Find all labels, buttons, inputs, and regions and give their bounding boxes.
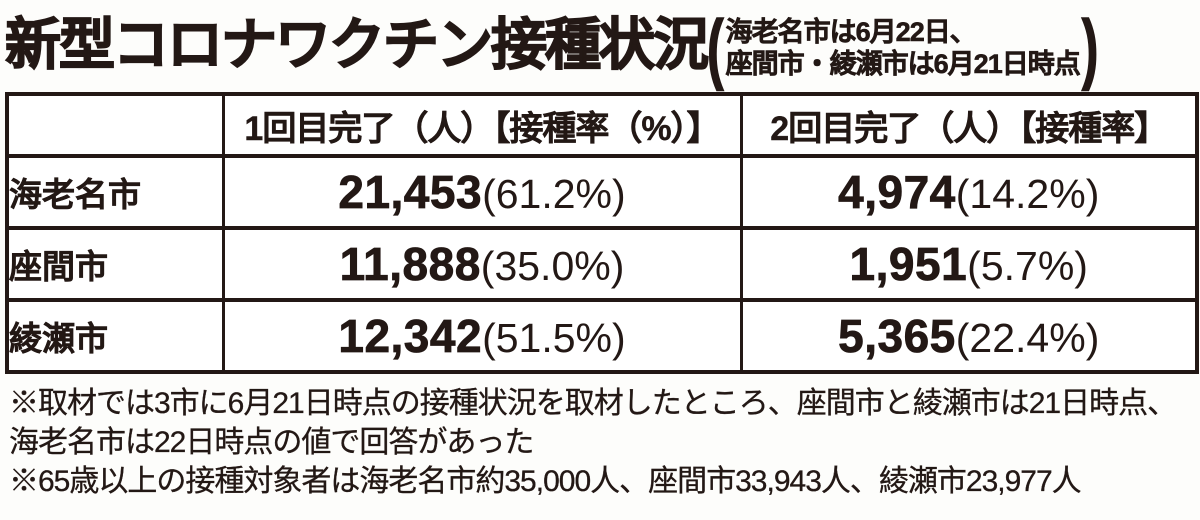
dose2-value: 4,974(14.2%) — [739, 154, 1199, 230]
dose2-count: 5,365 — [838, 310, 956, 363]
footnote-1-line-1: ※取材では3市に6月21日時点の接種状況を取材したところ、座間市と綾瀬市は21日… — [9, 387, 1177, 420]
dose2-rate: (14.2%) — [955, 171, 1100, 217]
city-name: 座間市 — [5, 226, 225, 302]
page-title: 新型コロナワクチン接種状況 — [4, 12, 710, 77]
date-note-lines: 海老名市は6月22日、 座間市・綾瀬市は6月21日時点 — [724, 16, 1082, 80]
dose2-count: 1,951 — [849, 238, 968, 291]
city-name: 海老名市 — [5, 154, 225, 230]
close-paren: ) — [1081, 4, 1099, 92]
dose2-value: 5,365(22.4%) — [739, 298, 1199, 374]
footnote-1-line-2: 海老名市は22日時点の値で回答があった — [9, 426, 535, 459]
column-header-city — [5, 92, 225, 158]
title-bar: 新型コロナワクチン接種状況 ( 海老名市は6月22日、 座間市・綾瀬市は6月21… — [4, 4, 1196, 92]
dose1-count: 12,342 — [338, 310, 483, 363]
dose1-value: 12,342(51.5%) — [221, 298, 743, 374]
dose1-value: 11,888(35.0%) — [221, 226, 743, 302]
table-header-row: 1回目完了（人）【接種率（%）】 2回目完了（人）【接種率】 — [5, 92, 1199, 158]
dose2-count: 4,974 — [838, 166, 956, 219]
dose2-value: 1,951(5.7%) — [739, 226, 1199, 302]
column-header-dose1: 1回目完了（人）【接種率（%）】 — [221, 92, 743, 158]
open-paren: ( — [707, 4, 725, 92]
table-row-zama: 座間市 11,888(35.0%) 1,951(5.7%) — [5, 226, 1199, 302]
dose2-rate: (22.4%) — [955, 315, 1100, 361]
dose1-count: 21,453 — [338, 166, 483, 219]
dose1-count: 11,888 — [339, 238, 481, 291]
title-date-note: ( 海老名市は6月22日、 座間市・綾瀬市は6月21日時点 ) — [707, 4, 1099, 92]
city-name: 綾瀬市 — [5, 298, 225, 374]
footnote-2: ※65歳以上の接種対象者は海老名市約35,000人、座間市33,943人、綾瀬市… — [9, 465, 1082, 498]
date-note-line-2: 座間市・綾瀬市は6月21日時点 — [725, 49, 1081, 80]
dose1-rate: (35.0%) — [480, 243, 625, 289]
dose2-rate: (5.7%) — [967, 243, 1088, 289]
footnotes: ※取材では3市に6月21日時点の接種状況を取材したところ、座間市と綾瀬市は21日… — [5, 384, 1196, 501]
table-row-ayase: 綾瀬市 12,342(51.5%) 5,365(22.4%) — [5, 298, 1199, 374]
vaccination-table: 1回目完了（人）【接種率（%）】 2回目完了（人）【接種率】 海老名市 21,4… — [5, 92, 1199, 374]
dose1-rate: (61.2%) — [482, 171, 626, 217]
dose1-value: 21,453(61.2%) — [221, 154, 743, 230]
table-row-ebina: 海老名市 21,453(61.2%) 4,974(14.2%) — [5, 154, 1199, 230]
dose1-rate: (51.5%) — [482, 315, 626, 361]
column-header-dose2: 2回目完了（人）【接種率】 — [739, 92, 1199, 158]
date-note-line-1: 海老名市は6月22日、 — [725, 17, 977, 48]
